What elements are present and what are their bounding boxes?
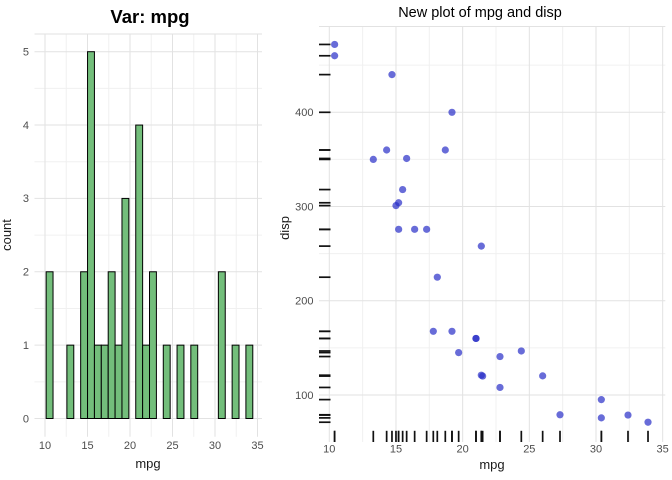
scatter-point bbox=[472, 334, 480, 343]
histogram-bar bbox=[93, 344, 102, 420]
x-tick-label: 20 bbox=[457, 444, 469, 456]
scatter-point bbox=[423, 225, 431, 233]
scatter-point bbox=[477, 371, 485, 379]
histogram-bar bbox=[80, 271, 89, 419]
histogram-bar bbox=[121, 197, 130, 419]
scatter-point bbox=[477, 242, 485, 250]
scatter-canvas: 100 200 300 400 10 15 20 25 30 35 New plot of mpg … bbox=[280, 5, 669, 472]
histogram-canvas: 0 1 2 3 4 5 10 15 20 25 30 35 Var: mpg mpg count bbox=[0, 6, 264, 471]
y-tick-label: 2 bbox=[23, 267, 29, 279]
histogram-bar bbox=[162, 344, 171, 420]
x-tick-label: 30 bbox=[590, 444, 602, 456]
y-axis-title: disp bbox=[280, 216, 292, 240]
histogram-bar bbox=[149, 271, 157, 419]
scatter-point bbox=[388, 71, 396, 79]
histogram-bar bbox=[107, 271, 116, 419]
histogram-bar bbox=[135, 124, 144, 419]
scatter-point bbox=[539, 372, 547, 380]
scatter-point bbox=[395, 225, 403, 233]
scatter-point bbox=[455, 348, 463, 357]
x-tick-label: 35 bbox=[251, 440, 263, 452]
x-tick-label: 25 bbox=[523, 444, 535, 456]
histogram-bar bbox=[114, 344, 123, 420]
scatter-point bbox=[448, 108, 456, 116]
x-tick-label: 15 bbox=[81, 440, 93, 452]
scatter-point bbox=[331, 52, 339, 60]
y-axis-title: count bbox=[0, 219, 14, 251]
histogram-bar bbox=[45, 271, 54, 419]
scatter-point bbox=[496, 383, 504, 392]
histogram-bar bbox=[245, 344, 254, 420]
y-tick-label: 0 bbox=[23, 413, 29, 425]
histogram-bars bbox=[45, 51, 254, 420]
scatter-point bbox=[597, 414, 605, 422]
y-tick-label: 5 bbox=[23, 47, 29, 59]
scatter-point bbox=[448, 327, 456, 335]
histogram-bar bbox=[190, 344, 199, 420]
y-tick-label: 300 bbox=[295, 201, 313, 213]
scatter-points bbox=[331, 40, 652, 426]
histogram-bar bbox=[142, 344, 151, 420]
x-tick-label: 10 bbox=[323, 444, 335, 456]
rug-marks bbox=[319, 43, 649, 442]
scatter-point bbox=[399, 185, 407, 194]
histogram-plot: 0 1 2 3 4 5 10 15 20 25 30 35 Var: mpg mpg count bbox=[0, 0, 280, 480]
x-tick-label: 20 bbox=[124, 440, 136, 452]
scatter-point bbox=[429, 327, 437, 335]
x-tick-label: 30 bbox=[209, 440, 221, 452]
scatter-plot: 100 200 300 400 10 15 20 25 30 35 New plot of mpg … bbox=[280, 0, 672, 480]
y-tick-label: 100 bbox=[295, 390, 313, 402]
scatter-point bbox=[556, 411, 564, 419]
scatter-point bbox=[496, 352, 504, 361]
histogram-bar bbox=[176, 344, 185, 420]
x-tick-label: 35 bbox=[657, 444, 669, 456]
y-tick-label: 3 bbox=[23, 193, 29, 205]
scatter-point bbox=[383, 146, 391, 154]
y-tick-label: 4 bbox=[23, 120, 29, 132]
scatter-point bbox=[433, 273, 441, 281]
x-axis-title: mpg bbox=[479, 457, 504, 472]
histogram-bar bbox=[231, 344, 240, 420]
scatter-point bbox=[597, 396, 605, 404]
y-tick-label: 1 bbox=[23, 340, 29, 352]
scatter-point bbox=[411, 225, 419, 233]
y-tick-label: 400 bbox=[295, 107, 313, 119]
x-axis-title: mpg bbox=[135, 456, 160, 471]
histogram-bar bbox=[100, 344, 109, 420]
scatter-point bbox=[624, 411, 632, 419]
y-tick-label: 200 bbox=[295, 296, 313, 308]
scatter-point bbox=[369, 155, 377, 164]
histogram-bar bbox=[217, 271, 226, 419]
scatter-point bbox=[517, 347, 525, 355]
scatter-point bbox=[331, 40, 339, 49]
x-tick-label: 10 bbox=[39, 440, 51, 452]
histogram-bar bbox=[66, 344, 75, 420]
scatter-title: New plot of mpg and disp bbox=[398, 5, 562, 21]
x-tick-label: 15 bbox=[390, 444, 402, 456]
histogram-bar bbox=[87, 51, 95, 419]
scatter-point bbox=[392, 201, 400, 210]
scatter-point bbox=[403, 154, 411, 163]
scatter-point bbox=[644, 418, 652, 426]
scatter-point bbox=[441, 146, 449, 154]
histogram-title: Var: mpg bbox=[110, 6, 189, 27]
x-tick-label: 25 bbox=[166, 440, 178, 452]
